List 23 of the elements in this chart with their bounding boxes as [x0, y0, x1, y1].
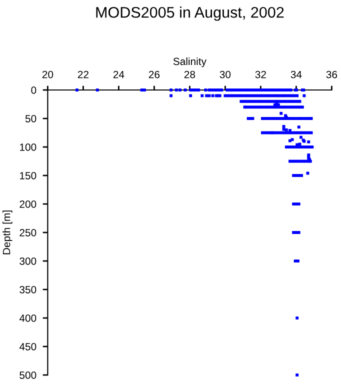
x-tick-label: 24 [113, 70, 124, 78]
y-tick-label: 0 [31, 86, 36, 94]
y-tick-label: 500 [20, 372, 36, 379]
x-tick-label: 36 [326, 70, 338, 78]
x-tick-label: 20 [42, 70, 54, 78]
y-tick-label: 400 [19, 314, 36, 322]
x-tick-label: 30 [220, 70, 231, 78]
y-tick-label: 450 [19, 343, 36, 350]
chart-title: MODS2005 in August, 2002 [96, 6, 284, 21]
y-tick-label: 150 [20, 172, 36, 180]
x-tick-label: 34 [290, 70, 302, 78]
x-tick-label: 28 [184, 70, 196, 78]
y-tick-label: 200 [20, 200, 36, 208]
y-tick-label: 50 [25, 115, 36, 122]
y-tick-label: 250 [20, 229, 36, 236]
y-tick-label: 350 [20, 286, 36, 294]
y-tick-label: 300 [20, 258, 36, 265]
x-tick-label: 26 [148, 70, 160, 78]
x-axis-title: Salinity [173, 57, 206, 68]
y-tick-label: 100 [20, 144, 36, 151]
x-tick-label: 22 [78, 70, 88, 78]
x-tick-label: 32 [255, 70, 266, 78]
y-axis-title: Depth [m] [2, 210, 12, 254]
